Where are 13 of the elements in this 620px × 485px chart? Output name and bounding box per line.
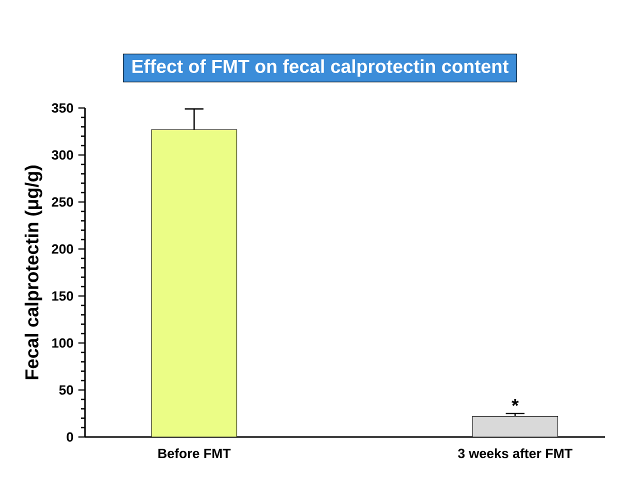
y-tick-label: 200 [52, 244, 74, 254]
y-tick-label: 150 [52, 291, 74, 301]
chart-title: Effect of FMT on fecal calprotectin content [132, 59, 509, 77]
y-tick-label: 250 [52, 197, 74, 207]
x-tick-label: Before FMT [158, 448, 231, 458]
y-axis-title: Fecal calprotectin (μg/g) [24, 166, 42, 380]
x-tick-label: 3 weeks after FMT [458, 448, 572, 458]
y-tick-label: 100 [52, 338, 74, 348]
y-tick-label: 50 [59, 385, 74, 395]
y-tick-label: 300 [52, 150, 74, 160]
y-tick-label: 0 [66, 432, 74, 442]
y-tick-label: 350 [52, 103, 74, 113]
annotation: * [512, 399, 519, 406]
